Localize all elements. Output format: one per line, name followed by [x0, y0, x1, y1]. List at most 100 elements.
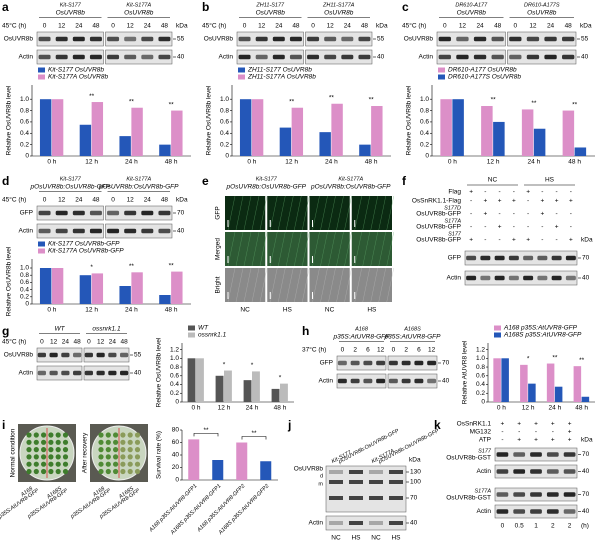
seedling: [55, 461, 61, 467]
panel-letter: a: [2, 0, 9, 14]
band: [456, 36, 469, 42]
sign: +: [568, 421, 572, 428]
kda-label: kDa: [581, 237, 593, 244]
band: [562, 36, 575, 42]
bar: [331, 103, 343, 156]
sign: +: [469, 189, 473, 196]
seedling: [98, 432, 104, 438]
condition-label: 45°C (h): [202, 22, 226, 30]
cell-streak: [362, 195, 370, 231]
seedling: [105, 468, 111, 475]
y-axis-label: Relative AtUVR8 level: [462, 340, 469, 404]
significance: **: [169, 262, 175, 269]
marker-label: 70: [177, 210, 185, 217]
y-tick-label: 20: [172, 464, 180, 471]
row-label: OsUVR8b: [4, 36, 34, 43]
row-label: OsUVR8b-GFP: [416, 224, 461, 231]
band: [120, 352, 129, 358]
row-label: S177: [478, 448, 492, 454]
band: [255, 36, 268, 42]
marker-label: 40: [581, 54, 589, 61]
row-label: Actin: [477, 508, 492, 515]
row-label: GFP: [448, 255, 461, 262]
band: [55, 210, 68, 216]
band: [551, 255, 562, 261]
band: [84, 370, 93, 376]
bar: [574, 147, 587, 156]
band: [563, 492, 576, 497]
x-tick-label: 24 h: [325, 159, 338, 166]
time-label: 24: [144, 23, 152, 30]
y-tick-label: 0.4: [220, 130, 229, 137]
sign: -: [470, 224, 472, 231]
y-tick-label: 1.2: [476, 346, 485, 353]
band: [307, 54, 320, 60]
band: [513, 509, 526, 514]
sign: -: [484, 224, 486, 231]
time-label: 12: [327, 23, 335, 30]
sign: -: [470, 198, 472, 205]
bar: [91, 102, 104, 156]
band: [272, 54, 285, 60]
seedling: [26, 468, 32, 475]
blot: [236, 49, 304, 65]
row-label: MG132: [470, 429, 492, 436]
y-tick-label: 0: [25, 301, 29, 308]
marker-label: 130: [410, 469, 421, 476]
band: [523, 255, 534, 261]
marker-label: 40: [582, 275, 590, 282]
bar: [159, 144, 171, 156]
cell-streak: [336, 195, 344, 231]
cell-streak: [386, 195, 394, 231]
band: [61, 352, 70, 358]
cell-streak: [354, 267, 362, 303]
band: [369, 521, 383, 525]
band: [289, 36, 302, 42]
sign: -: [556, 237, 558, 244]
band: [89, 54, 102, 60]
sign: -: [570, 224, 572, 231]
seedling: [48, 447, 54, 453]
legend-label: ossnrk1.1: [198, 332, 227, 339]
cell-streak: [243, 267, 252, 303]
y-axis-label: Relative OsUVR8b level: [6, 246, 13, 316]
bar: [119, 286, 131, 304]
band: [438, 54, 451, 60]
group-label: DR610-A177S: [524, 2, 560, 8]
seedling: [98, 454, 104, 460]
band-tag: m: [318, 481, 323, 487]
row-label: OsUVR8b-GFP: [416, 211, 461, 218]
cell-streak: [235, 267, 244, 303]
band: [108, 352, 117, 358]
marker-label: 40: [442, 378, 450, 385]
y-axis-label: Survival rate (%): [156, 431, 163, 479]
significance: *: [223, 361, 226, 368]
seedling: [105, 432, 111, 438]
cell-streak: [328, 231, 336, 267]
y-tick-label: 0.8: [170, 364, 179, 371]
x-tick-label: 0 h: [191, 405, 200, 412]
row-label: GFP: [215, 206, 222, 219]
cell-streak: [294, 195, 302, 231]
cell-streak: [286, 267, 294, 303]
blot: [436, 31, 506, 47]
significance: **: [169, 101, 175, 108]
seedling: [113, 439, 119, 445]
band: [363, 360, 373, 366]
blot: [387, 373, 438, 389]
kda-label: kDa: [176, 197, 188, 204]
legend-label: ZH11-S177 OsUVR8b: [247, 67, 312, 74]
band: [38, 210, 51, 216]
marker-label: 70: [582, 491, 590, 498]
sign: -: [541, 237, 543, 244]
row-label: Actin: [447, 275, 462, 282]
cell-streak: [354, 195, 362, 231]
time-label: 1: [534, 523, 538, 530]
row-label: S177A: [474, 488, 491, 494]
band: [124, 210, 137, 216]
sign: +: [555, 198, 559, 205]
bar: [119, 136, 131, 156]
condition-label: 45°C (h): [402, 22, 426, 30]
x-tick-label: 24 h: [125, 159, 138, 166]
